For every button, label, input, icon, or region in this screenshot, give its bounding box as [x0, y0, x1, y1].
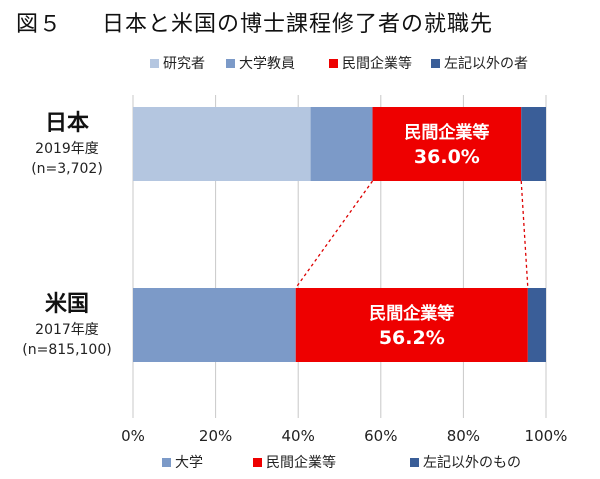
legend-swatch-university [226, 59, 235, 68]
x-axis-ticks: 0% 20% 40% 60% 80% 100% [121, 427, 567, 445]
bar-segment-university [310, 107, 373, 181]
legend-swatch-other [431, 59, 440, 68]
category-year: 2019年度 [35, 141, 99, 157]
data-label-name: 民間企業等 [369, 303, 454, 324]
chart-title: 図５ 日本と米国の博士課程修了者の就職先 [16, 6, 493, 38]
bar-segment-private [372, 107, 522, 181]
category-labels: 日本 2019年度 (n=3,702) 米国 2017年度 (n=815,100) [22, 111, 111, 358]
legend-swatch-university [162, 458, 171, 467]
legend-swatch-other [410, 458, 419, 467]
connector-left [295, 180, 374, 289]
data-label-value: 56.2% [379, 327, 445, 349]
legend-top: 研究者 大学教員 民間企業等 左記以外の者 [150, 55, 528, 72]
legend-label: 左記以外のもの [423, 454, 521, 471]
legend-label: 民間企業等 [342, 55, 412, 72]
legend-label: 左記以外の者 [444, 55, 528, 72]
legend-swatch-private [253, 458, 262, 467]
category-n: (n=3,702) [31, 161, 103, 177]
bar-segment-university [133, 288, 296, 362]
data-label-name: 民間企業等 [404, 122, 489, 143]
bar-segment-other [521, 107, 546, 181]
category-n: (n=815,100) [22, 342, 111, 358]
legend-label: 大学 [175, 455, 203, 471]
x-tick-label: 0% [121, 427, 145, 445]
bar-layer: 民間企業等 36.0% 民間企業等 56.2% [133, 107, 546, 362]
legend-label: 研究者 [163, 56, 205, 72]
data-label-value: 36.0% [414, 146, 480, 168]
legend-label: 民間企業等 [266, 454, 336, 471]
legend-swatch-researcher [150, 59, 159, 68]
bar-segment-private [295, 288, 528, 362]
x-tick-label: 40% [282, 427, 315, 445]
x-tick-label: 80% [447, 427, 480, 445]
bar-segment-other [527, 288, 546, 362]
connector-right [520, 180, 529, 289]
legend-swatch-private [329, 59, 338, 68]
figure-number: 図５ [16, 12, 63, 37]
legend-label: 大学教員 [239, 56, 295, 72]
category-year: 2017年度 [35, 322, 99, 338]
legend-bottom: 大学 民間企業等 左記以外のもの [162, 454, 521, 471]
x-tick-label: 60% [364, 427, 397, 445]
category-name: 米国 [45, 292, 89, 317]
category-name: 日本 [45, 111, 89, 136]
bar-segment-researcher [133, 107, 311, 181]
x-tick-label: 100% [525, 427, 568, 445]
connector-layer [295, 180, 529, 289]
x-tick-label: 20% [199, 427, 232, 445]
figure-title-text: 日本と米国の博士課程修了者の就職先 [102, 12, 494, 37]
